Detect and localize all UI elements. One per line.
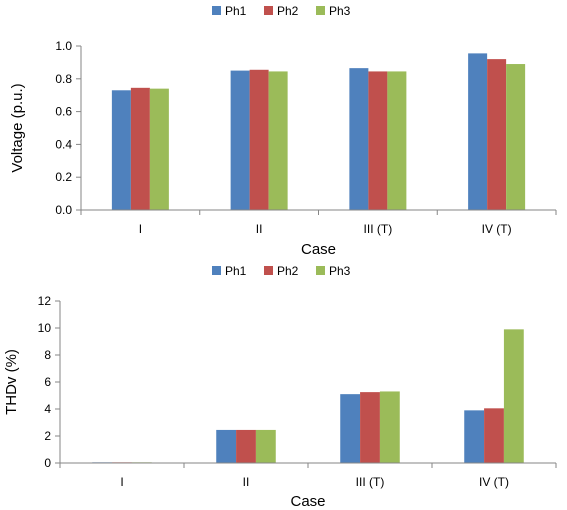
y-tick-label: 0.4 [55, 137, 72, 151]
bar-ph3 [506, 64, 526, 210]
legend-label-ph1: Ph1 [225, 264, 247, 278]
x-tick-labels: I II III (T) IV (T) [120, 475, 509, 489]
bar-ph1 [468, 53, 488, 210]
bar-ph2 [130, 87, 150, 210]
y-tick-label: 2 [44, 429, 51, 443]
y-tick-label: 0.6 [55, 105, 72, 119]
voltage-chart: Ph1 Ph2 Ph3 0.0 0.2 0.4 0.6 0.8 1.0 I II… [9, 4, 557, 258]
y-axis-title: Voltage (p.u.) [9, 83, 26, 172]
bar-ph3 [255, 429, 276, 463]
bar-ph1 [349, 68, 369, 210]
bar-ph3 [387, 71, 407, 210]
y-tick-label: 4 [44, 402, 51, 416]
bar-ph1 [111, 90, 131, 210]
legend: Ph1 Ph2 Ph3 [212, 264, 351, 278]
y-tick-labels: 0.0 0.2 0.4 0.6 0.8 1.0 [55, 39, 72, 217]
bar-ph3 [268, 71, 288, 210]
legend: Ph1 Ph2 Ph3 [212, 4, 351, 18]
legend-swatch-ph2 [264, 266, 273, 275]
bar-ph2 [487, 59, 507, 211]
y-tick-label: 0.0 [55, 203, 72, 217]
bars [111, 53, 526, 211]
x-tick-label: III (T) [356, 475, 385, 489]
x-axis-title: Case [301, 241, 336, 258]
y-tick-label: 1.0 [55, 39, 72, 53]
bars [92, 329, 524, 463]
bar-ph2 [249, 69, 269, 210]
legend-swatch-ph2 [264, 6, 273, 15]
bar-ph3 [379, 391, 400, 463]
y-tick-label: 6 [44, 375, 51, 389]
x-tick-label: I [120, 475, 123, 489]
x-tick-labels: I II III (T) IV (T) [139, 222, 512, 236]
x-axis-title: Case [290, 493, 325, 510]
y-tick-label: 10 [38, 321, 52, 335]
legend-label-ph2: Ph2 [277, 264, 299, 278]
legend-label-ph3: Ph3 [329, 264, 351, 278]
bar-ph2 [368, 71, 388, 210]
bar-ph2 [236, 429, 256, 463]
bar-ph2 [484, 408, 504, 463]
bar-ph1 [340, 394, 361, 463]
bar-ph3 [149, 88, 169, 210]
legend-label-ph1: Ph1 [225, 4, 247, 18]
x-tick-label: III (T) [364, 222, 393, 236]
y-tick-labels: 0 2 4 6 8 10 12 [38, 294, 52, 470]
y-tick-label: 12 [38, 294, 52, 308]
y-tick-label: 0.2 [55, 170, 72, 184]
thd-chart: Ph1 Ph2 Ph3 0 2 4 6 8 10 12 I II III (T)… [3, 264, 557, 510]
axes [55, 300, 557, 468]
legend-label-ph2: Ph2 [277, 4, 299, 18]
legend-label-ph3: Ph3 [329, 4, 351, 18]
legend-swatch-ph3 [316, 6, 325, 15]
axes [76, 45, 557, 215]
y-tick-label: 0 [44, 456, 51, 470]
x-tick-label: IV (T) [479, 475, 509, 489]
x-tick-label: II [243, 475, 250, 489]
x-tick-label: I [139, 222, 142, 236]
bar-ph1 [230, 70, 250, 210]
y-tick-label: 8 [44, 348, 51, 362]
legend-swatch-ph3 [316, 266, 325, 275]
bar-ph1 [216, 429, 237, 463]
legend-swatch-ph1 [212, 6, 221, 15]
bar-ph3 [503, 329, 524, 463]
legend-swatch-ph1 [212, 266, 221, 275]
bar-ph1 [464, 410, 485, 463]
y-tick-label: 0.8 [55, 72, 72, 86]
y-axis-title: THDv (%) [3, 349, 20, 415]
x-tick-label: IV (T) [482, 222, 512, 236]
x-tick-label: II [256, 222, 263, 236]
bar-ph2 [360, 392, 380, 463]
